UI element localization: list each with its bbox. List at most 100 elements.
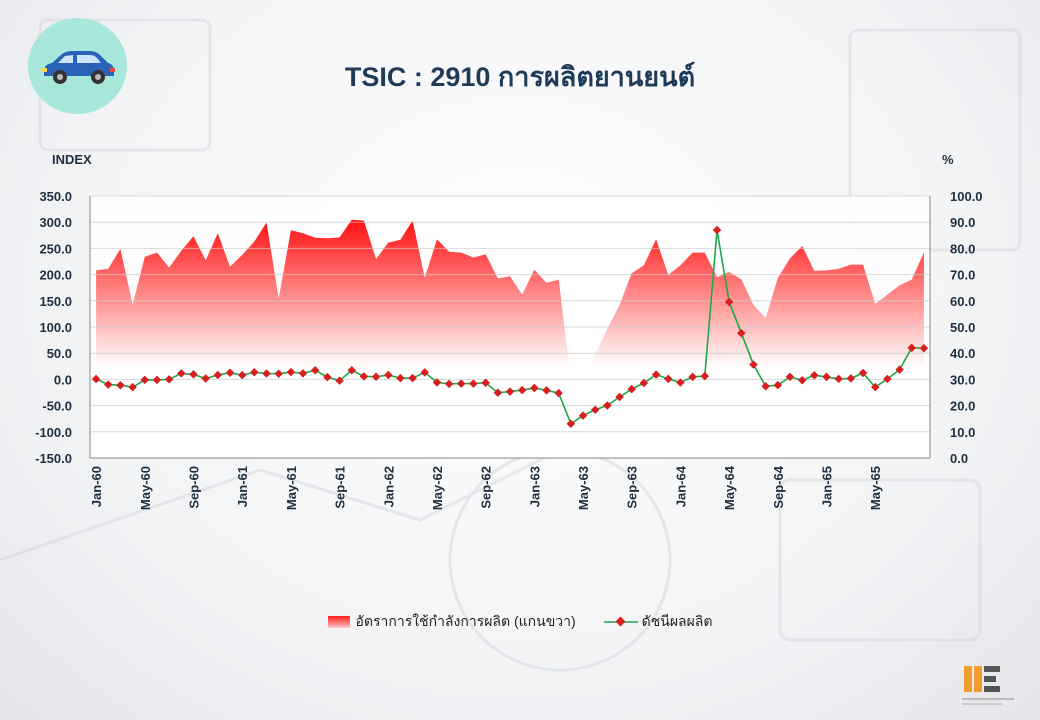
left-tick-label: 200.0 [39,268,72,283]
data-point-index [590,405,600,415]
left-tick-label: -150.0 [35,451,72,466]
right-axis-label: % [942,152,954,167]
right-tick-label: 10.0 [950,425,975,440]
data-point-index [651,370,661,379]
x-tick-label: Jan-60 [89,466,104,507]
data-point-index [177,369,186,378]
data-point-index [505,387,515,396]
data-point-index [773,380,783,390]
data-point-index [250,368,259,377]
left-tick-label: 150.0 [39,294,72,309]
x-tick-label: Jan-63 [527,466,542,507]
x-tick-label: Jan-61 [235,466,250,507]
data-point-index [724,297,734,307]
data-point-index [164,375,174,384]
chart: 350.0 300.0 250.0 200.0 150.0 100.0 50.0 0.0 -50… [35,189,983,510]
legend: อัตราการใช้กำลังการผลิต (แกนขวา) ดัชนีผล… [0,611,1040,633]
left-tick-label: -100.0 [35,425,72,440]
left-tick-label: 300.0 [39,215,72,230]
x-tick-label: Sep-62 [479,466,494,509]
right-tick-label: 50.0 [950,320,975,335]
data-point-index [444,379,454,389]
x-tick-label: Jan-62 [381,466,396,507]
x-tick-label: May-62 [430,466,445,510]
right-tick-label: 90.0 [950,215,975,230]
right-tick-label: 0.0 [950,451,968,466]
legend-item-index: ดัชนีผลผลิต [603,611,713,633]
x-tick-label: May-64 [722,465,737,510]
data-point-index [785,372,795,382]
right-tick-label: 100.0 [950,189,983,204]
x-tick-label: May-65 [868,466,883,510]
series-area-capacity [96,219,924,458]
data-point-index [664,374,673,384]
legend-item-capacity: อัตราการใช้กำลังการผลิต (แกนขวา) [327,611,576,633]
data-point-index [578,411,588,420]
data-point-index [615,392,624,402]
data-point-index [737,328,746,338]
data-point-index [871,382,880,392]
data-point-index [298,369,308,378]
data-point-index [323,372,332,382]
oie-logo [962,666,1014,705]
right-tick-label: 60.0 [950,294,975,309]
data-point-index [481,378,490,388]
data-point-index [274,369,283,378]
data-point-index [530,383,539,393]
data-point-index [310,365,320,375]
data-point-index [128,382,137,392]
data-point-index [152,375,162,385]
car-icon [42,51,115,84]
x-tick-label: Sep-60 [186,466,201,509]
data-point-index [907,343,916,353]
data-point-index [846,374,856,383]
legend-label-capacity: อัตราการใช้กำลังการผลิต (แกนขวา) [355,613,576,629]
right-tick-label: 70.0 [950,268,975,283]
left-tick-label: 350.0 [39,189,72,204]
x-tick-label: Jan-64 [673,465,688,507]
data-point-index [335,376,344,385]
left-axis-label: INDEX [52,152,92,167]
data-point-index [140,375,150,385]
data-point-index [493,388,503,397]
x-tick-label: May-61 [284,466,299,510]
right-tick-label: 30.0 [950,372,975,387]
data-point-index [457,379,466,388]
x-tick-label: Jan-65 [820,466,835,507]
data-point-index [883,374,892,384]
data-point-index [347,365,356,375]
car-badge [28,18,127,114]
data-point-index [371,372,381,381]
left-tick-label: 0.0 [54,372,72,387]
data-point-index [700,371,710,381]
data-point-index [213,370,223,380]
right-tick-label: 20.0 [950,399,975,414]
x-tick-label: Sep-61 [333,466,348,509]
left-tick-label: 250.0 [39,241,72,256]
x-tick-label: Sep-64 [771,465,786,508]
right-tick-label: 40.0 [950,346,975,361]
data-point-index [542,386,551,395]
left-tick-label: 100.0 [39,320,72,335]
x-tick-label: May-63 [576,466,591,510]
data-point-index [749,360,758,369]
left-tick-label: -50.0 [42,399,72,414]
x-tick-label: Sep-63 [625,466,640,509]
right-tick-label: 80.0 [950,241,975,256]
legend-swatch-area [327,616,350,628]
data-point-index [396,373,405,383]
page-title: TSIC : 2910 การผลิตยานยนต์ [344,62,696,92]
data-point-index [603,401,612,410]
data-point-index [237,370,247,380]
x-tick-label: May-60 [138,466,153,510]
legend-swatch-line [603,616,638,627]
data-point-index [359,372,369,381]
left-tick-label: 50.0 [47,346,72,361]
data-point-index [286,367,296,377]
data-point-index [384,370,393,380]
data-point-index [408,373,417,383]
data-point-index [797,376,807,385]
legend-label-index: ดัชนีผลผลิต [641,613,713,629]
data-point-index [469,379,478,388]
